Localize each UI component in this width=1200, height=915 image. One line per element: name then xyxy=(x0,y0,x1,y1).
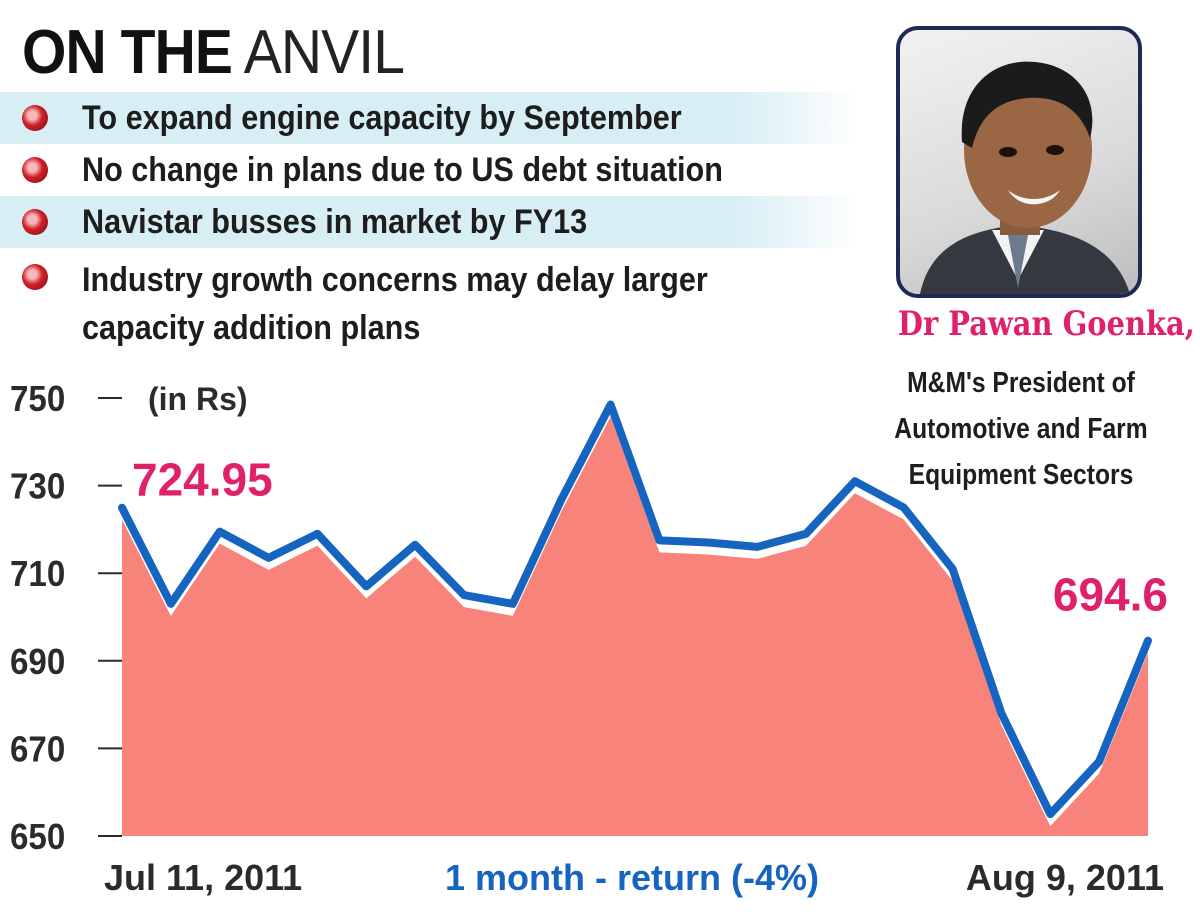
y-tick-label: 750 xyxy=(10,380,65,420)
headline-bold: ON THE xyxy=(22,18,233,87)
unit-label: (in Rs) xyxy=(148,381,248,417)
bullet-item: To expand engine capacity by September xyxy=(0,92,860,144)
headline: ON THE ANVIL xyxy=(22,18,405,88)
y-tick-label: 670 xyxy=(10,730,65,770)
chart-subtitle: 1 month - return (-4%) xyxy=(445,857,819,898)
portrait-illustration xyxy=(920,61,1130,294)
bullet-dot-icon xyxy=(22,264,48,290)
bullet-text: Navistar busses in market by FY13 xyxy=(82,202,588,241)
price-area xyxy=(122,416,1148,836)
bullet-text: To expand engine capacity by September xyxy=(82,98,682,137)
bullet-item: Navistar busses in market by FY13 xyxy=(0,196,860,248)
y-tick-label: 650 xyxy=(10,818,65,858)
bullet-dot-icon xyxy=(22,157,48,183)
bullet-list: To expand engine capacity by September N… xyxy=(0,92,860,356)
headline-light: ANVIL xyxy=(231,18,405,87)
x-end-label: Aug 9, 2011 xyxy=(966,857,1164,898)
person-name: Dr Pawan Goenka, xyxy=(897,304,1195,344)
bullet-text: Industry growth concerns may delay large… xyxy=(82,261,708,347)
end-value-label: 694.6 xyxy=(1053,569,1168,621)
price-line xyxy=(118,400,1152,819)
x-start-label: Jul 11, 2011 xyxy=(104,857,302,898)
bullet-item: No change in plans due to US debt situat… xyxy=(0,144,860,196)
bullet-dot-icon xyxy=(22,209,48,235)
bullet-item: Industry growth concerns may delay large… xyxy=(0,248,860,356)
portrait-photo xyxy=(896,26,1142,298)
start-value-label: 724.95 xyxy=(132,454,273,506)
y-axis: 750 730 710 690 670 650 xyxy=(10,380,122,858)
y-tick-label: 710 xyxy=(10,555,65,595)
bullet-text: No change in plans due to US debt situat… xyxy=(82,150,723,189)
person-role: M&M's President of Automotive and Farm E… xyxy=(894,367,1148,491)
y-tick-label: 730 xyxy=(10,467,65,507)
bullet-dot-icon xyxy=(22,105,48,131)
y-tick-label: 690 xyxy=(10,643,65,683)
